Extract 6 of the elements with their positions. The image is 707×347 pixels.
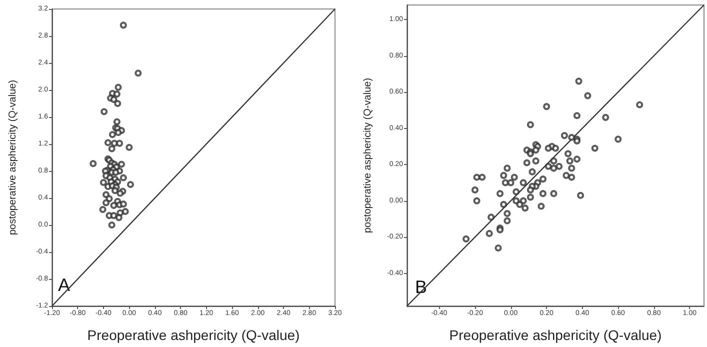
y-axis-title: postoperative asphericity (Q-value) [362,78,374,234]
annotation: B [415,277,428,297]
y-axis-title: postoperative asphericity (Q-value) [8,80,18,236]
x-axis-title: Preoperative ashpericity (Q-value) [87,327,300,343]
x-axis-title: Preoperative ashpericity (Q-value) [449,327,662,343]
annotation: A [58,275,70,295]
